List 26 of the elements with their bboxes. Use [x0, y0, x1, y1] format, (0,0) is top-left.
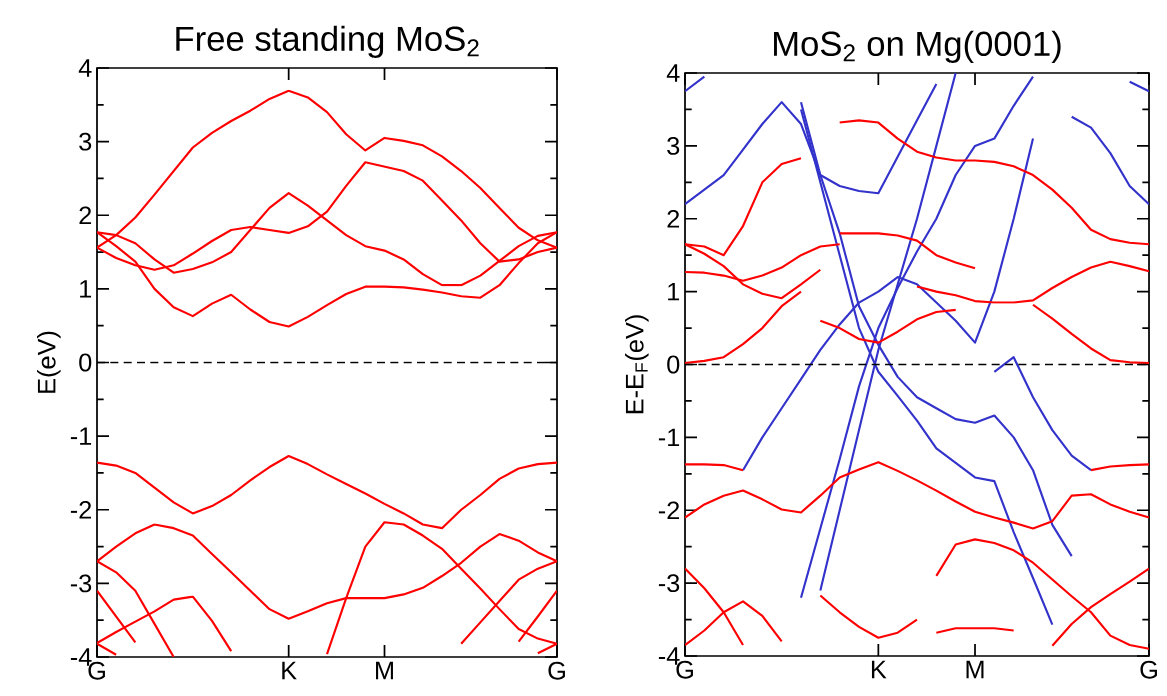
- y-tick-label: 1: [80, 280, 92, 298]
- y-tick-label: -1: [70, 427, 92, 445]
- y-tick-label: 3: [79, 132, 92, 151]
- chart-title: MoS$_{2}$ on Mg(0001): [774, 30, 1061, 63]
- x-tick-label: G: [548, 661, 565, 680]
- y-tick-label: -2: [70, 500, 92, 519]
- y-tick-label: -3: [658, 574, 680, 593]
- y-axis-title: E(eV): [37, 331, 61, 393]
- x-tick-label: G: [1140, 660, 1157, 679]
- x-tick-label: K: [282, 661, 297, 680]
- y-tick-label: -2: [658, 501, 680, 520]
- y-axis-title: E-E$_{F}$(eV): [625, 315, 649, 414]
- y-tick-label: -1: [658, 428, 680, 447]
- y-tick-label: 4: [78, 59, 92, 77]
- y-tick-label: 2: [667, 209, 680, 228]
- y-tick-label: 0: [79, 353, 92, 372]
- y-tick-label: -3: [70, 574, 92, 593]
- y-tick-label: 0: [667, 355, 680, 374]
- chart-title: Free standing MoS$_{2}$: [176, 25, 479, 58]
- x-tick-label: M: [966, 660, 984, 679]
- y-tick-label: 4: [666, 64, 680, 82]
- y-tick-label: 3: [667, 136, 680, 155]
- x-tick-label: M: [376, 661, 393, 680]
- y-tick-label: 2: [79, 206, 92, 225]
- x-tick-label: K: [871, 660, 887, 679]
- y-tick-label: 1: [668, 282, 680, 301]
